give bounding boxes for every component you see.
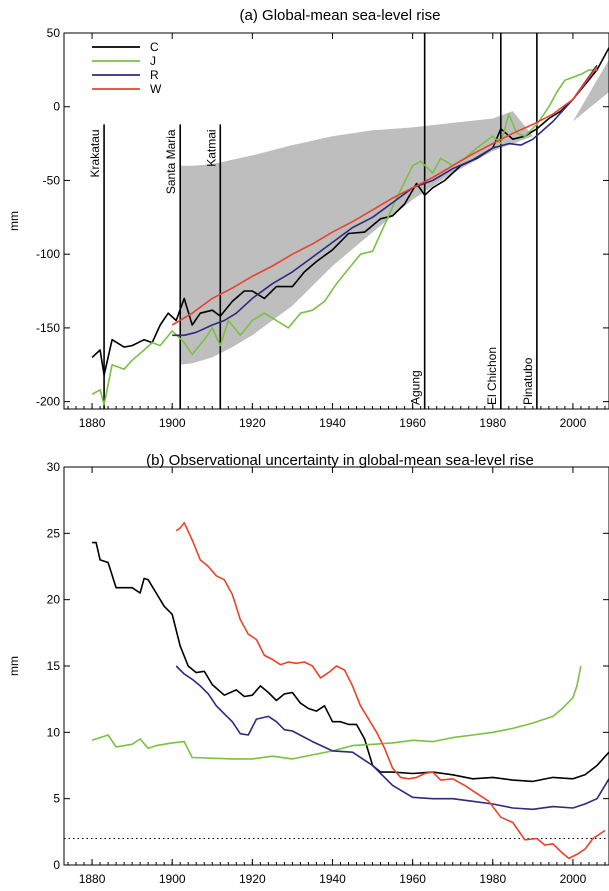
b-xtick-label: 1920 (239, 872, 266, 886)
b-xtick-label: 1900 (159, 872, 186, 886)
b-series-j (91, 665, 582, 760)
b-ytick-label: 10 (47, 725, 61, 739)
b-xtick-label: 1880 (79, 872, 106, 886)
event-label: Agung (409, 370, 423, 405)
a-xtick-label: 1960 (399, 416, 426, 430)
uncertainty-band (180, 59, 609, 365)
panel-a: (a) Global-mean sea-level rise mm Krakat… (7, 7, 609, 430)
panel-b: (b) Observational uncertainty in global-… (7, 452, 609, 886)
panel-a-frame (63, 32, 609, 410)
volcanic-event-markers: Krakatau Santa Maria Katmai Agung El Chichon… (88, 33, 538, 409)
b-series-c (92, 541, 609, 783)
panel-b-series (91, 521, 609, 860)
a-ytick-label: 0 (53, 100, 60, 114)
b-ytick-label: 15 (47, 659, 61, 673)
a-series-j (91, 69, 597, 406)
band-area (180, 59, 609, 365)
b-ytick-label: 20 (47, 593, 61, 607)
a-xtick-label: 1940 (319, 416, 346, 430)
panel-a-series (91, 47, 609, 406)
event-label: Krakatau (88, 129, 102, 177)
a-xtick-label: 1900 (159, 416, 186, 430)
b-xtick-label: 1960 (399, 872, 426, 886)
b-xtick-label: 2000 (560, 872, 587, 886)
legend-label: R (150, 68, 159, 82)
panel-b-title: (b) Observational uncertainty in global-… (146, 452, 534, 469)
a-xtick-label: 1920 (239, 416, 266, 430)
legend-label: W (150, 82, 162, 96)
a-xtick-label: 2000 (560, 416, 587, 430)
a-xtick-label: 1980 (479, 416, 506, 430)
b-ytick-label: 25 (47, 526, 61, 540)
panel-b-ylabel: mm (7, 656, 21, 676)
b-xtick-label: 1980 (479, 872, 506, 886)
panel-a-title: (a) Global-mean sea-level rise (240, 7, 441, 24)
a-series-c (91, 47, 609, 376)
event-label: Katmai (204, 129, 218, 166)
panel-a-axes: 1880 1900 1920 1940 1960 1980 2000 50 0 -50 -100 -1… (36, 26, 609, 430)
a-xtick-label: 1880 (79, 416, 106, 430)
b-ytick-label: 5 (53, 792, 60, 806)
legend-label: J (150, 54, 156, 68)
panel-b-axes: 1880 1900 1920 1940 1960 1980 2000 30 25 20 15 10 5 0 (47, 460, 609, 886)
a-ytick-label: 50 (47, 26, 61, 40)
event-label: El Chichon (485, 347, 499, 405)
panel-a-ylabel: mm (7, 211, 21, 231)
b-ytick-label: 30 (47, 460, 61, 474)
a-ytick-label: -50 (43, 173, 61, 187)
b-xtick-label: 1940 (319, 872, 346, 886)
b-ytick-label: 0 (53, 858, 60, 872)
a-ytick-label: -150 (36, 321, 60, 335)
event-label: Pinatubo (521, 357, 535, 405)
b-series-r (175, 665, 609, 811)
a-ytick-label: -100 (36, 247, 60, 261)
a-ytick-label: -200 (36, 395, 60, 409)
legend-label: C (150, 40, 159, 54)
b-series-w (175, 521, 606, 860)
a-series-r (172, 64, 598, 337)
a-series-w (171, 66, 598, 326)
event-label: Santa Maria (164, 129, 178, 194)
